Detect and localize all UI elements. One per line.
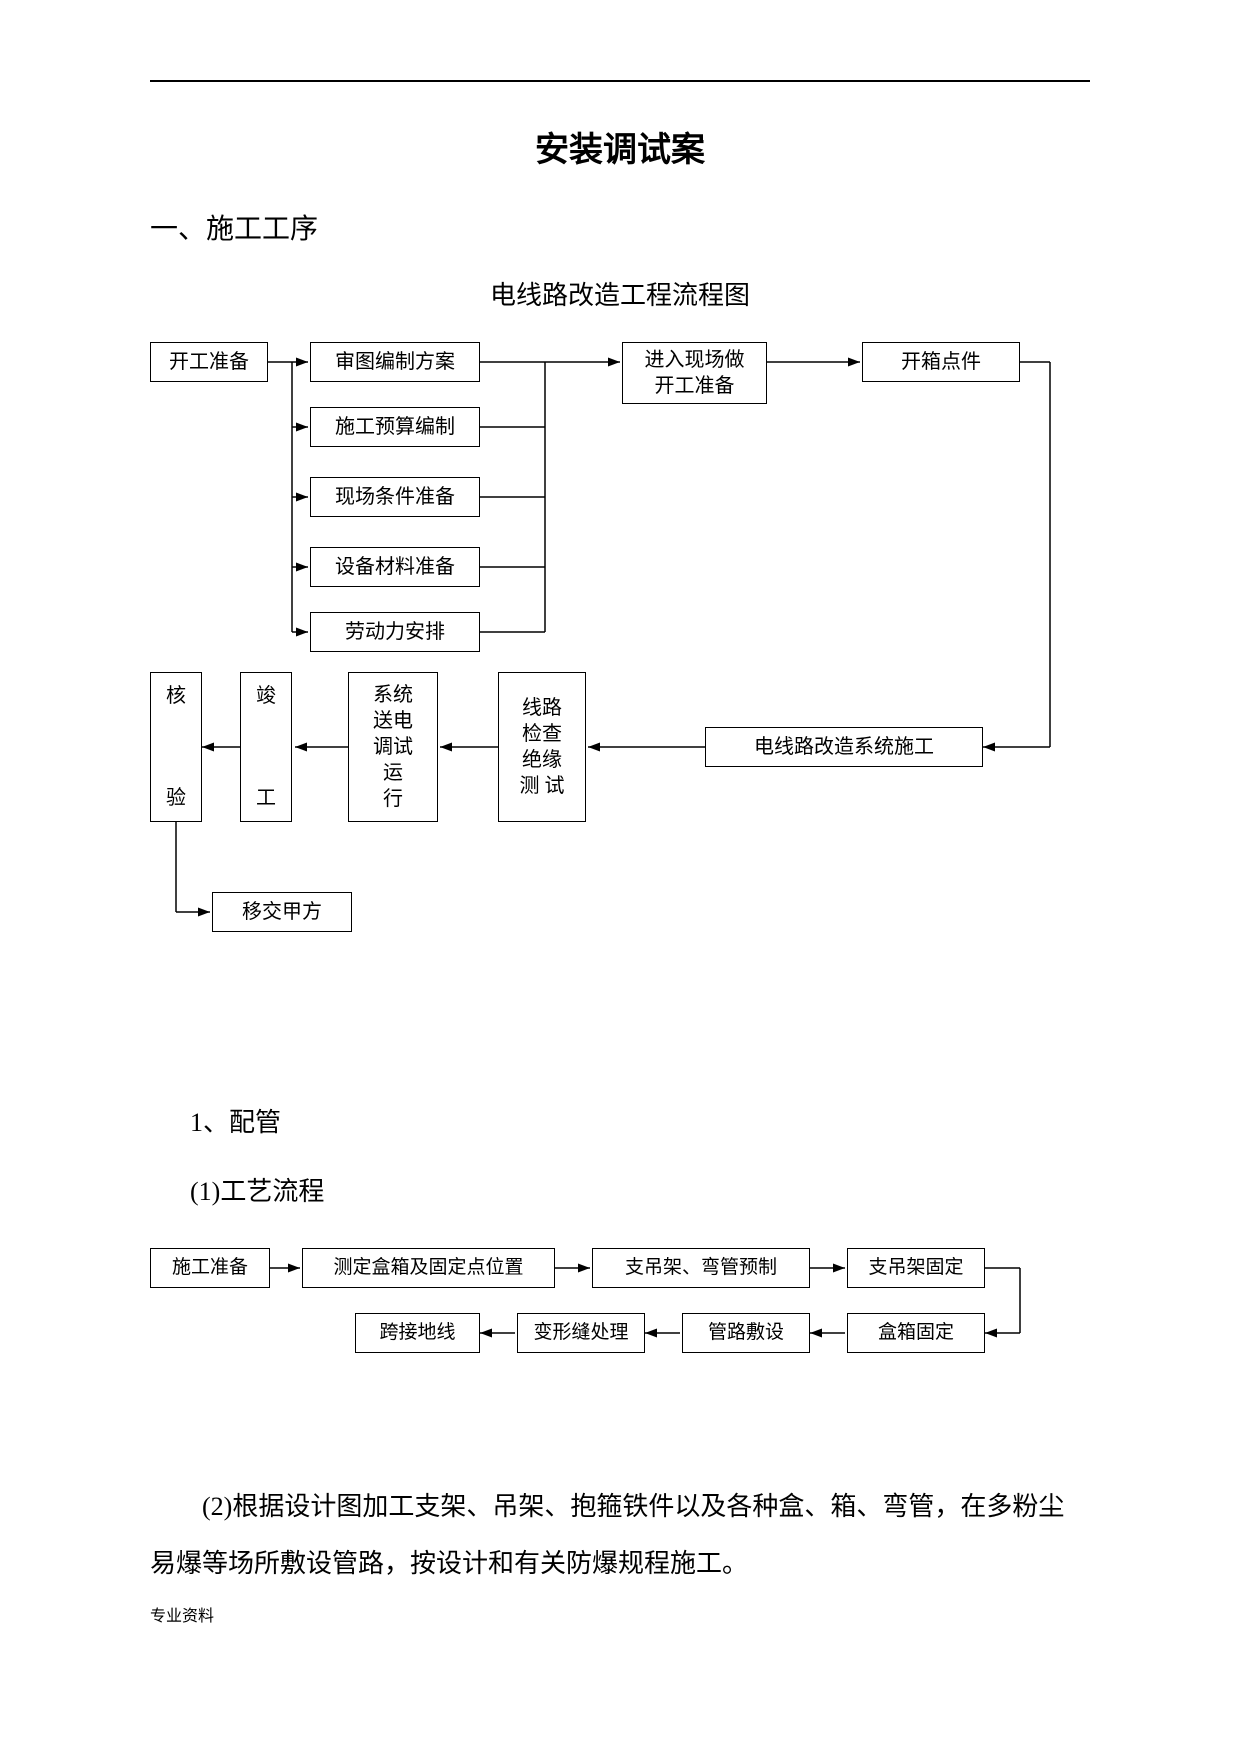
node-label: 劳动力安排 [345,619,445,645]
p-node-measure: 测定盒箱及固定点位置 [302,1248,555,1288]
section-heading: 一、施工工序 [150,207,1090,247]
p-node-ground: 跨接地线 [355,1313,480,1353]
node-label: 开箱点件 [901,349,981,375]
node-label: 跨接地线 [379,1321,455,1346]
node-label: 管路敷设 [708,1321,784,1346]
node-label: 竣 [256,683,276,709]
node-line-check: 线路 检查 绝缘 测 试 [498,672,586,822]
node-label: 审图编制方案 [335,349,455,375]
node-label: 支吊架固定 [868,1256,963,1281]
node-inspect: 核 验 [150,672,202,822]
p-node-boxfix: 盒箱固定 [847,1313,985,1353]
node-budget: 施工预算编制 [310,407,480,447]
node-siteprep: 现场条件准备 [310,477,480,517]
node-label: 进入现场做 开工准备 [645,347,745,399]
node-label: 系统 送电 调试 运 行 [373,682,413,812]
top-rule [150,80,1090,82]
p-node-fix-hanger: 支吊架固定 [847,1248,985,1288]
node-label: 开工准备 [169,349,249,375]
node-label: 核 [166,683,186,709]
node-prep: 开工准备 [150,342,268,382]
flowchart-title: 电线路改造工程流程图 [150,275,1090,312]
node-label: 线路 检查 绝缘 测 试 [520,695,565,799]
subsection-1: 1、配管 [190,1102,1090,1139]
node-material: 设备材料准备 [310,547,480,587]
node-handover: 移交甲方 [212,892,352,932]
node-complete: 竣 工 [240,672,292,822]
node-system-test: 系统 送电 调试 运 行 [348,672,438,822]
node-label: 电线路改造系统施工 [754,734,934,760]
p-node-joint: 变形缝处理 [517,1313,645,1353]
node-label: 工 [256,785,276,811]
node-construction: 电线路改造系统施工 [705,727,983,767]
node-label: 测定盒箱及固定点位置 [333,1256,523,1281]
node-label: 支吊架、弯管预制 [625,1256,777,1281]
node-labor: 劳动力安排 [310,612,480,652]
node-unbox: 开箱点件 [862,342,1020,382]
node-label: 移交甲方 [242,899,322,925]
node-review: 审图编制方案 [310,342,480,382]
flowchart-process: 施工准备 测定盒箱及固定点位置 支吊架、弯管预制 支吊架固定 跨接地线 变形缝处… [150,1248,1090,1418]
node-label: 施工准备 [172,1256,248,1281]
node-label: 变形缝处理 [533,1321,628,1346]
p-node-lay: 管路敷设 [682,1313,810,1353]
node-label: 设备材料准备 [335,554,455,580]
flowchart-main: 开工准备 审图编制方案 进入现场做 开工准备 开箱点件 施工预算编制 现场条件准… [150,342,1090,1062]
p-node-prefab: 支吊架、弯管预制 [592,1248,810,1288]
node-label: 验 [166,785,186,811]
node-label: 盒箱固定 [878,1321,954,1346]
node-label: 施工预算编制 [335,414,455,440]
node-label: 现场条件准备 [335,484,455,510]
node-onsite: 进入现场做 开工准备 [622,342,767,404]
paragraph-2: (2)根据设计图加工支架、吊架、抱箍铁件以及各种盒、箱、弯管，在多粉尘易爆等场所… [150,1478,1090,1592]
footer-text: 专业资料 [150,1602,1090,1626]
page-title: 安装调试案 [150,122,1090,171]
subsection-1-1: (1)工艺流程 [190,1171,1090,1208]
p-node-prep: 施工准备 [150,1248,270,1288]
